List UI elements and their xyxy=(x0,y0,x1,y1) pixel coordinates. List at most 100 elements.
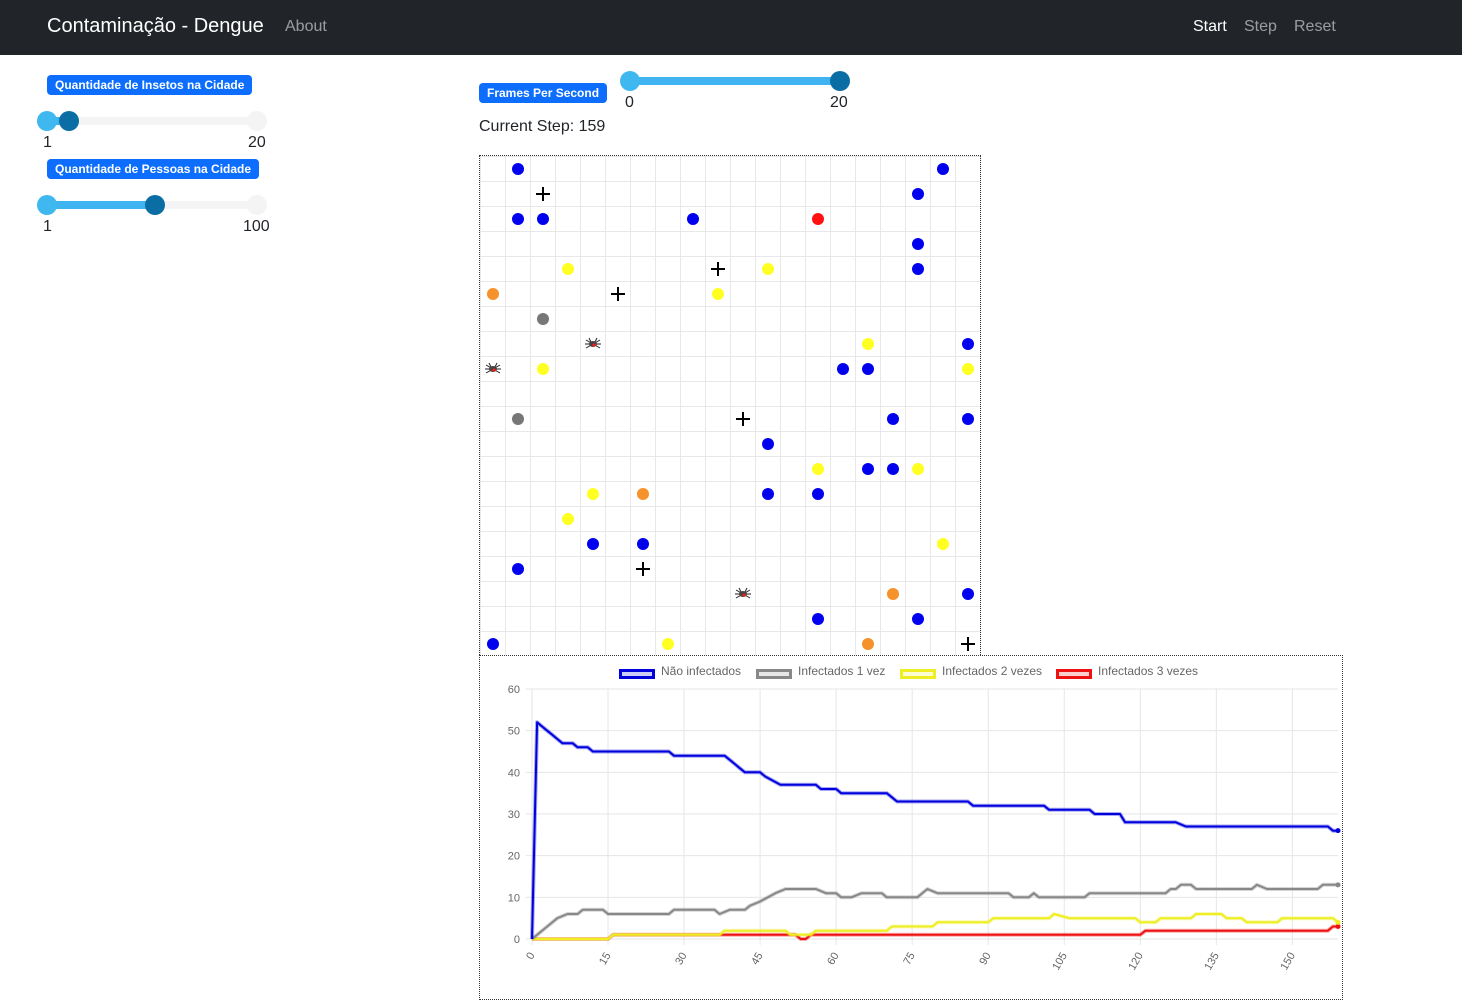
chart-x-tick-label: 90 xyxy=(977,951,994,968)
insects-slider-fill xyxy=(47,117,69,125)
fps-slider-label: Frames Per Second xyxy=(479,83,608,103)
start-button[interactable]: Start xyxy=(1193,18,1227,35)
current-step: Current Step: 159 xyxy=(479,118,606,135)
people-slider-end-marker xyxy=(247,195,267,215)
person-infected3 xyxy=(811,212,824,225)
person-healthy xyxy=(686,212,699,225)
person-healthy xyxy=(886,462,899,475)
insects-slider-min: 1 xyxy=(43,134,52,151)
reset-button[interactable]: Reset xyxy=(1294,18,1336,35)
chart-x-tick-label: 120 xyxy=(1126,951,1146,973)
fps-slider-fill xyxy=(630,77,840,85)
legend-label: Infectados 2 vezes xyxy=(942,664,1043,678)
person-healthy xyxy=(861,462,874,475)
legend-item[interactable]: Infectados 3 vezes xyxy=(1056,664,1198,679)
person-healthy xyxy=(511,562,524,575)
hospital-cross-icon xyxy=(735,411,750,426)
person-healthy xyxy=(911,187,924,200)
person-infected2 xyxy=(911,462,924,475)
chart-point xyxy=(1335,882,1341,888)
city-grid[interactable] xyxy=(479,155,981,657)
insects-slider-max: 20 xyxy=(248,134,266,151)
chart-series-line xyxy=(531,883,1338,940)
chart-y-tick-label: 30 xyxy=(508,809,520,821)
chart-y-tick-label: 40 xyxy=(508,767,520,779)
person-healthy xyxy=(511,162,524,175)
chart-x-tick-label: 45 xyxy=(749,951,766,968)
person-recovered xyxy=(861,637,874,650)
people-slider-value-handle[interactable] xyxy=(145,195,165,215)
person-infected2 xyxy=(861,337,874,350)
chart-x-tick-label: 75 xyxy=(901,951,918,968)
person-infected2 xyxy=(536,362,549,375)
person-healthy xyxy=(961,412,974,425)
chart-x-tick-label: 15 xyxy=(597,951,614,968)
person-healthy xyxy=(961,337,974,350)
chart-y-tick-label: 50 xyxy=(508,726,520,738)
legend-swatch xyxy=(619,669,655,679)
insects-slider-end-marker xyxy=(247,111,267,131)
person-infected2 xyxy=(586,487,599,500)
person-infected2 xyxy=(811,462,824,475)
chart-x-tick-label: 105 xyxy=(1050,951,1070,973)
brand-title[interactable]: Contaminação - Dengue xyxy=(47,15,264,37)
person-healthy xyxy=(911,612,924,625)
people-slider-min: 1 xyxy=(43,218,52,235)
chart-x-tick-label: 150 xyxy=(1278,951,1298,973)
chart-y-tick-label: 0 xyxy=(514,934,520,946)
person-infected1 xyxy=(511,412,524,425)
legend-swatch xyxy=(1056,669,1092,679)
nav-about-link[interactable]: About xyxy=(285,18,327,35)
legend-item[interactable]: Infectados 1 vez xyxy=(756,664,885,679)
fps-slider-low-handle[interactable] xyxy=(620,71,640,91)
person-infected2 xyxy=(661,637,674,650)
person-infected2 xyxy=(711,287,724,300)
legend-item[interactable]: Infectados 2 vezes xyxy=(900,664,1042,679)
chart-x-tick-label: 60 xyxy=(825,951,842,968)
insects-slider-value-handle[interactable] xyxy=(59,111,79,131)
chart-series-line xyxy=(532,925,1338,940)
chart-y-tick-label: 20 xyxy=(508,851,520,863)
mosquito-icon xyxy=(484,362,501,373)
chart-point xyxy=(1335,828,1341,834)
fps-slider-min: 0 xyxy=(625,94,634,111)
person-healthy xyxy=(961,587,974,600)
chart-point xyxy=(1335,919,1341,925)
insects-slider-label: Quantidade de Insetos na Cidade xyxy=(47,75,253,95)
hospital-cross-icon xyxy=(960,636,975,651)
fps-slider-high-handle[interactable] xyxy=(830,71,850,91)
hospital-cross-icon xyxy=(535,186,550,201)
people-slider-max: 100 xyxy=(243,218,270,235)
person-healthy xyxy=(536,212,549,225)
chart-point xyxy=(1335,924,1341,929)
person-healthy xyxy=(936,162,949,175)
chart-series-line xyxy=(531,721,1338,940)
legend-label: Infectados 3 vezes xyxy=(1098,664,1199,678)
people-slider-label: Quantidade de Pessoas na Cidade xyxy=(47,159,260,179)
legend-swatch xyxy=(756,669,792,679)
chart-series-halo xyxy=(532,924,1338,941)
people-slider-min-handle[interactable] xyxy=(37,195,57,215)
insects-slider-min-handle[interactable] xyxy=(37,111,57,131)
person-recovered xyxy=(636,487,649,500)
step-button[interactable]: Step xyxy=(1244,18,1277,35)
navbar: Contaminação - Dengue About Start Step R… xyxy=(0,0,1462,55)
hospital-cross-icon xyxy=(710,261,725,276)
chart-x-tick-label: 0 xyxy=(524,951,537,962)
person-healthy xyxy=(886,412,899,425)
hospital-cross-icon xyxy=(610,286,625,301)
person-healthy xyxy=(811,612,824,625)
person-infected2 xyxy=(561,262,574,275)
insects-slider-track[interactable] xyxy=(47,117,257,125)
person-recovered xyxy=(486,287,499,300)
chart-y-tick-label: 60 xyxy=(508,684,520,696)
chart-series-halo xyxy=(530,720,1338,940)
person-infected2 xyxy=(561,512,574,525)
chart-x-tick-label: 135 xyxy=(1202,951,1222,973)
legend-item[interactable]: Não infectados xyxy=(619,664,741,679)
person-infected2 xyxy=(761,262,774,275)
person-infected2 xyxy=(961,362,974,375)
hospital-cross-icon xyxy=(635,561,650,576)
person-healthy xyxy=(911,262,924,275)
person-infected1 xyxy=(536,312,549,325)
